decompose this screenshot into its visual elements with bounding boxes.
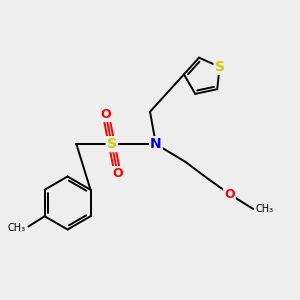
Text: CH₃: CH₃ (255, 204, 274, 214)
Text: O: O (112, 167, 123, 180)
Text: O: O (100, 108, 111, 121)
Text: S: S (214, 60, 225, 74)
Text: S: S (107, 137, 117, 151)
Text: N: N (150, 137, 162, 151)
Text: CH₃: CH₃ (7, 223, 26, 233)
Text: O: O (224, 188, 235, 201)
